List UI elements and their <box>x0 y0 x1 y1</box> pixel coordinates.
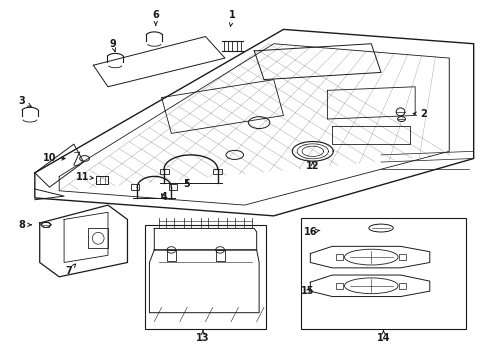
Bar <box>169 184 177 190</box>
Bar <box>212 168 221 174</box>
Bar <box>96 176 108 184</box>
Text: 3: 3 <box>19 96 31 106</box>
Bar <box>144 225 266 329</box>
Text: 16: 16 <box>303 227 319 237</box>
Text: 9: 9 <box>109 39 116 52</box>
Bar <box>336 283 343 289</box>
Text: 13: 13 <box>196 330 209 343</box>
Bar <box>399 254 406 260</box>
Text: 4: 4 <box>161 192 167 202</box>
Text: 11: 11 <box>76 172 93 182</box>
Text: 12: 12 <box>305 161 319 171</box>
Text: 8: 8 <box>18 220 31 230</box>
Text: 7: 7 <box>65 264 76 276</box>
Bar <box>88 228 108 248</box>
Bar <box>300 218 466 329</box>
Text: 14: 14 <box>376 330 389 343</box>
Text: 2: 2 <box>412 109 427 119</box>
Bar <box>160 168 168 174</box>
Text: 15: 15 <box>301 286 314 296</box>
Bar <box>336 254 343 260</box>
Bar <box>399 283 406 289</box>
Text: 6: 6 <box>152 10 159 26</box>
Bar <box>215 250 224 261</box>
Bar <box>166 250 175 261</box>
Text: 5: 5 <box>183 179 190 189</box>
Bar <box>131 184 139 190</box>
Text: 10: 10 <box>42 153 65 163</box>
Text: 1: 1 <box>228 10 235 26</box>
